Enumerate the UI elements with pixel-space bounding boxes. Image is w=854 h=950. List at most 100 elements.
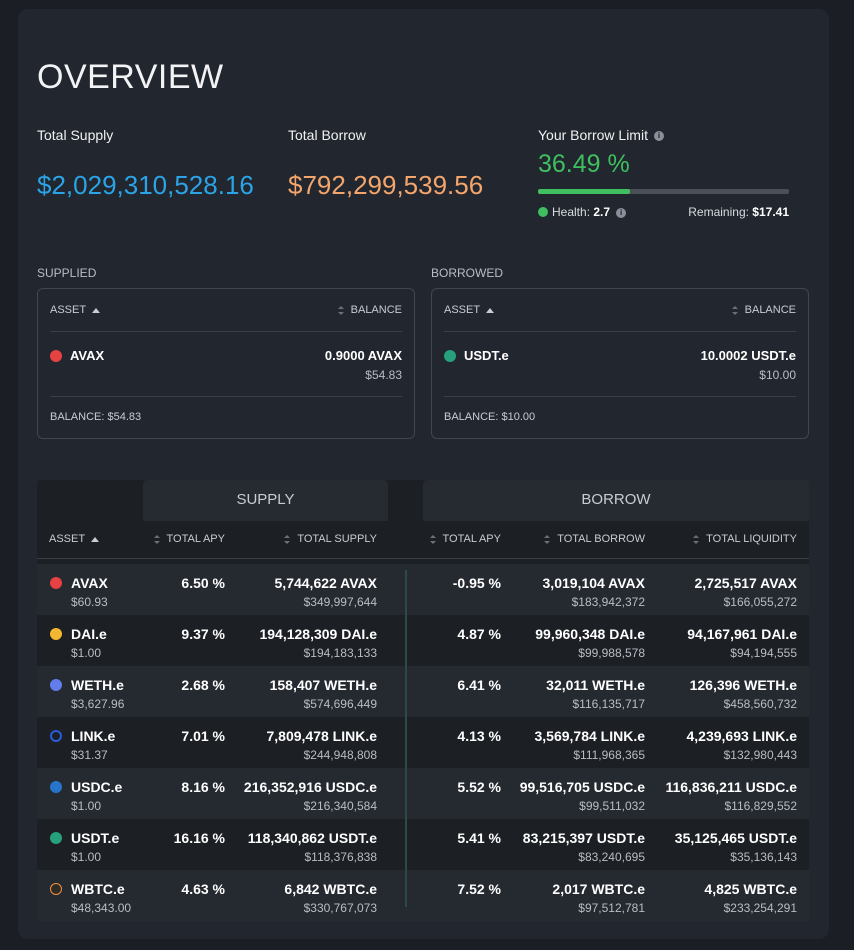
borrowed-sort-balance[interactable]: BALANCE [731,304,796,316]
asset-price: $1.00 [71,799,102,813]
asset-symbol: AVAX [71,575,108,591]
cell-borrow-apy: -0.95 % [452,575,501,591]
cell-liquidity: 2,725,517 AVAX [694,575,797,591]
cell-supply-apy: 7.01 % [181,728,225,744]
cell-liquidity-usd: $458,560,732 [723,697,797,711]
tab-borrow[interactable]: BORROW [423,480,809,521]
cell-supply-apy: 9.37 % [181,626,225,642]
asset-price: $3,627.96 [71,697,125,711]
borrowed-sort-asset[interactable]: ASSET [444,304,495,316]
cell-supply-apy: 2.68 % [181,677,225,693]
cell-supply-apy: 16.16 % [173,830,225,846]
col-borrow-apy[interactable]: TOTAL APY [429,533,502,545]
cell-borrow-apy: 4.87 % [457,626,501,642]
page-title: OVERVIEW [37,58,224,96]
usdt-icon [50,832,62,844]
cell-supply-usd: $574,696,449 [303,697,377,711]
borrow-limit-fill [538,189,630,194]
cell-supply: 118,340,862 USDT.e [247,830,377,846]
cell-borrow-usd: $183,942,372 [571,595,645,609]
sort-icon [693,534,700,544]
supplied-col-asset: ASSET [50,304,87,316]
col-total-supply[interactable]: TOTAL SUPPLY [284,533,377,545]
table-row[interactable]: AVAX $60.93 6.50 % 5,744,622 AVAX $349,997,6… [37,564,809,615]
col-total-liquidity-label: TOTAL LIQUIDITY [706,533,797,545]
table-row[interactable]: USDT.e $1.00 16.16 % 118,340,862 USDT.e $118… [37,819,809,870]
col-total-borrow[interactable]: TOTAL BORROW [544,533,645,545]
supply-borrow-divider [405,570,407,907]
borrow-limit-bar [538,189,789,194]
supplied-sort-asset[interactable]: ASSET [50,304,101,316]
link-icon [50,730,62,742]
sort-ascending-icon [92,307,101,313]
sort-icon [284,534,291,544]
cell-borrow-usd: $97,512,781 [578,901,645,915]
col-borrow-apy-label: TOTAL APY [442,533,502,545]
cell-liquidity-usd: $35,136,143 [730,850,797,864]
cell-borrow-apy: 7.52 % [457,881,501,897]
borrowed-card: ASSET BALANCE USDT.e 10.0002 USDT.e $10.… [431,288,809,439]
health-info-icon[interactable]: i [616,207,627,218]
asset-price: $1.00 [71,850,102,864]
cell-borrow: 32,011 WETH.e [546,677,645,693]
cell-liquidity: 4,239,693 LINK.e [686,728,797,744]
table-row[interactable]: LINK.e $31.37 7.01 % 7,809,478 LINK.e $244,9… [37,717,809,768]
dai-icon [50,628,62,640]
market-table-header: ASSET TOTAL APY TOTAL SUPPLY TOTAL APY T… [37,521,809,559]
total-supply-value: $2,029,310,528.16 [37,170,254,200]
borrow-limit-header: Your Borrow Limit i [538,127,664,143]
cell-liquidity-usd: $233,254,291 [723,901,797,915]
asset-symbol: USDC.e [71,779,123,795]
cell-supply: 6,842 WBTC.e [284,881,377,897]
sort-icon [544,534,551,544]
supplied-row[interactable]: AVAX 0.9000 AVAX $54.83 [50,332,402,397]
tab-supply[interactable]: SUPPLY [143,480,388,521]
supplied-card-header: ASSET BALANCE [50,289,402,332]
total-borrow-label: Total Borrow [288,127,366,143]
borrowed-card-header: ASSET BALANCE [444,289,796,332]
cell-liquidity-usd: $132,980,443 [723,748,797,762]
total-borrow-value: $792,299,539.56 [288,170,484,200]
cell-supply: 158,407 WETH.e [269,677,377,693]
supplied-asset: AVAX [70,348,105,363]
table-row[interactable]: USDC.e $1.00 8.16 % 216,352,916 USDC.e $216,… [37,768,809,819]
supplied-balance: BALANCE: $54.83 [50,411,142,423]
health-label: Health: [552,205,591,219]
asset-price: $31.37 [71,748,108,762]
table-row[interactable]: WETH.e $3,627.96 2.68 % 158,407 WETH.e $574,… [37,666,809,717]
remaining-label: Remaining: [688,205,749,219]
info-icon[interactable]: i [653,131,664,142]
asset-price: $48,343.00 [71,901,132,915]
cell-liquidity: 4,825 WBTC.e [704,881,797,897]
supplied-sort-balance[interactable]: BALANCE [337,304,402,316]
cell-supply: 5,744,622 AVAX [274,575,377,591]
cell-borrow-apy: 6.41 % [457,677,501,693]
borrowed-section-label: BORROWED [431,266,503,280]
cell-supply-usd: $216,340,584 [303,799,377,813]
cell-borrow-usd: $99,988,578 [578,646,645,660]
col-supply-apy[interactable]: TOTAL APY [153,533,225,545]
asset-symbol: DAI.e [71,626,107,642]
cell-liquidity-usd: $94,194,555 [730,646,797,660]
sort-ascending-icon [91,536,100,542]
borrowed-row[interactable]: USDT.e 10.0002 USDT.e $10.00 [444,332,796,397]
cell-supply-usd: $349,997,644 [303,595,377,609]
table-row[interactable]: WBTC.e $48,343.00 4.63 % 6,842 WBTC.e $330,7… [37,870,809,921]
cell-supply: 7,809,478 LINK.e [266,728,377,744]
col-asset[interactable]: ASSET [49,533,100,545]
wbtc-icon [50,883,62,895]
usdt-icon [444,350,456,362]
table-row[interactable]: DAI.e $1.00 9.37 % 194,128,309 DAI.e $194,18… [37,615,809,666]
sort-icon [731,305,739,315]
cell-borrow-usd: $99,511,032 [579,799,645,813]
cell-borrow-apy: 4.13 % [457,728,501,744]
cell-supply: 194,128,309 DAI.e [259,626,377,642]
cell-borrow: 83,215,397 USDT.e [522,830,645,846]
asset-symbol: USDT.e [71,830,120,846]
cell-borrow-usd: $116,135,717 [572,697,645,711]
borrow-limit-label: Your Borrow Limit [538,127,648,143]
cell-borrow: 99,960,348 DAI.e [535,626,645,642]
col-total-liquidity[interactable]: TOTAL LIQUIDITY [693,533,797,545]
remaining-value: $17.41 [752,205,789,219]
cell-supply-apy: 4.63 % [181,881,225,897]
